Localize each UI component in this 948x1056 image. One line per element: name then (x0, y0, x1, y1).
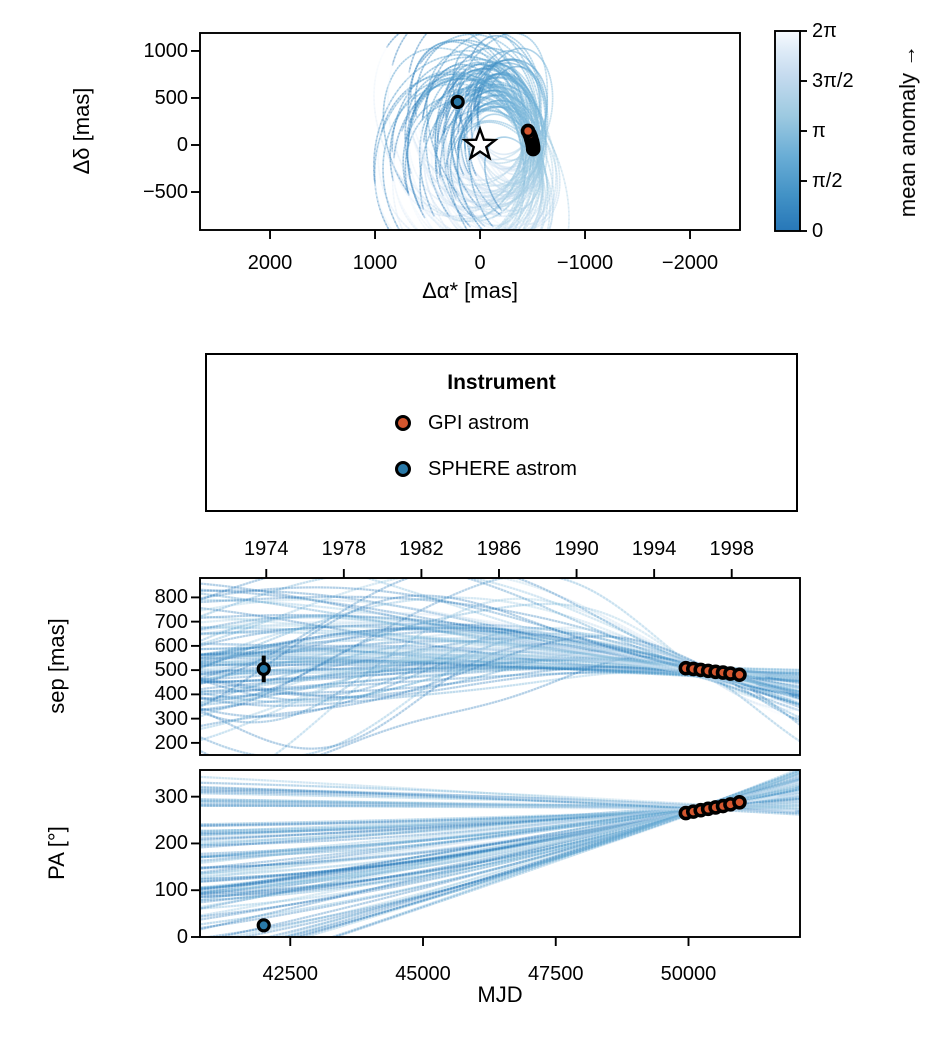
year-tick-label: 1978 (321, 538, 367, 560)
sky-x-tick-label: −1000 (556, 252, 614, 274)
sky-y-tick-label: 1000 (143, 39, 189, 62)
mjd-tick-label: 45000 (395, 963, 451, 985)
pa-y-axis-label: PA [°] (44, 826, 69, 880)
mjd-tick-label: 47500 (527, 963, 584, 985)
pa-y-tick-label: 200 (154, 832, 188, 855)
sky-x-tick-label: 1000 (352, 252, 398, 274)
legend-item-label: GPI astrom (428, 412, 530, 434)
legend-marker-icon (395, 415, 411, 431)
colorbar-tick-label: 2π (812, 20, 837, 42)
sep-y-tick-label: 200 (154, 731, 188, 754)
sep-y-tick-label: 600 (154, 634, 188, 657)
sky-y-tick-label: 500 (154, 86, 188, 109)
mjd-tick-label: 50000 (660, 963, 717, 985)
mjd-tick-label: 42500 (262, 963, 319, 985)
sky-y-tick-label: 0 (176, 133, 188, 156)
colorbar-label: mean anomaly → (895, 44, 920, 218)
sep-y-tick-label: 400 (154, 683, 188, 706)
colorbar-tick-label: π/2 (812, 170, 843, 192)
year-tick-label: 1998 (709, 538, 754, 560)
year-tick-label: 1990 (554, 538, 599, 560)
sep-y-axis-label: sep [mas] (44, 618, 69, 714)
colorbar-tick-label: 0 (812, 220, 824, 242)
sep-y-tick-label: 800 (154, 586, 188, 609)
sep-y-tick-label: 300 (154, 707, 188, 730)
colorbar-tick-label: 3π/2 (812, 70, 854, 92)
sky-x-tick-label: 2000 (247, 252, 293, 274)
mjd-x-axis-label: MJD (477, 982, 523, 1007)
legend-marker-icon (395, 461, 411, 477)
sky-y-axis-label: Δδ [mas] (69, 87, 94, 175)
pa-y-tick-label: 0 (176, 926, 188, 948)
year-tick-label: 1986 (476, 538, 522, 560)
year-tick-label: 1982 (399, 538, 444, 560)
legend-title: Instrument (447, 371, 556, 394)
sky-x-tick-label: −2000 (661, 252, 719, 274)
sep-y-tick-label: 500 (154, 659, 188, 682)
legend-box: Instrument GPI astrom SPHERE astrom (205, 353, 798, 512)
colorbar-tick-label: π (812, 120, 826, 142)
pa-y-tick-label: 300 (154, 785, 188, 808)
pa-y-tick-label: 100 (154, 879, 188, 902)
year-tick-label: 1974 (244, 538, 289, 560)
legend-item-label: SPHERE astrom (428, 458, 577, 480)
sep-y-tick-label: 700 (154, 610, 188, 633)
legend-item-sphere-astrom: SPHERE astrom (395, 459, 577, 479)
sky-y-tick-label: −500 (142, 181, 188, 203)
year-tick-label: 1994 (631, 538, 677, 560)
sky-x-tick-label: 0 (474, 252, 486, 274)
legend-item-gpi-astrom: GPI astrom (395, 413, 529, 433)
sky-x-axis-label: Δα* [mas] (422, 278, 518, 303)
